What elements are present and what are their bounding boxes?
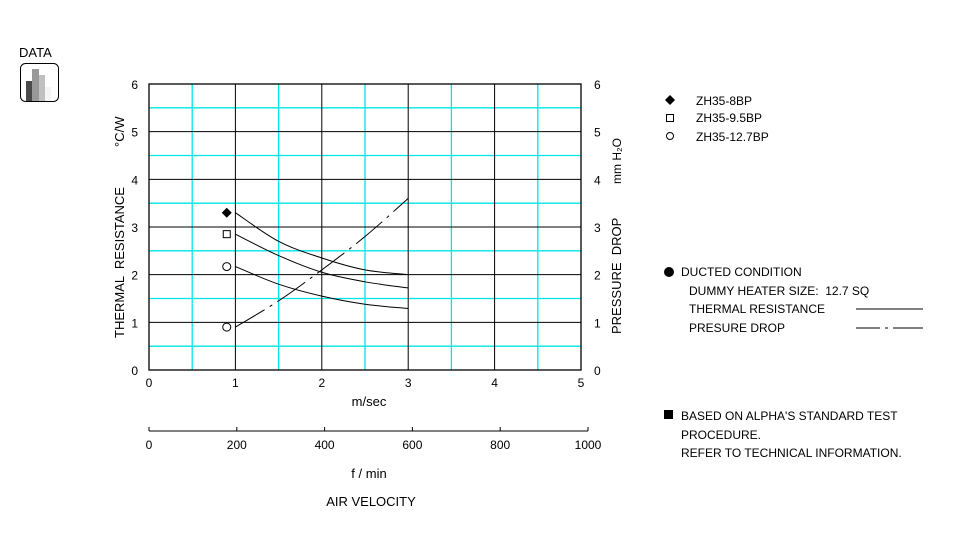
y-right-tick-label: 5 bbox=[594, 126, 601, 140]
x-tick-label: 2 bbox=[318, 376, 325, 390]
legend-label: ZH35-12.7BP bbox=[696, 130, 769, 144]
x-label: m/sec bbox=[352, 394, 387, 409]
series-line bbox=[235, 198, 409, 328]
note-based1: BASED ON ALPHA'S STANDARD TEST bbox=[681, 409, 898, 423]
legend-marker-square bbox=[666, 114, 674, 122]
y-left-tick-label: 5 bbox=[131, 126, 138, 140]
series-line bbox=[235, 233, 409, 289]
note-thermal: THERMAL RESISTANCE bbox=[689, 302, 825, 316]
y-right-unit: mm H₂O bbox=[610, 138, 624, 184]
y-left-label: THERMAL RESISTANCE bbox=[112, 187, 127, 338]
x2-tick-label: 600 bbox=[402, 438, 422, 452]
y-left-tick-label: 2 bbox=[131, 269, 138, 283]
x2-tick-label: 0 bbox=[146, 438, 153, 452]
x-tick-label: 4 bbox=[491, 376, 498, 390]
y-left-tick-label: 6 bbox=[131, 78, 138, 92]
y-left-unit: °C/W bbox=[112, 116, 127, 147]
legend-label: ZH35-9.5BP bbox=[696, 111, 762, 125]
data-marker-circle bbox=[222, 262, 232, 272]
note-ducted: DUCTED CONDITION bbox=[681, 265, 802, 279]
x2-tick-label: 400 bbox=[315, 438, 335, 452]
series-line bbox=[235, 266, 409, 310]
plot-frame bbox=[148, 83, 582, 371]
y-right-tick-label: 4 bbox=[594, 173, 601, 187]
x-tick-label: 5 bbox=[578, 376, 585, 390]
x-tick-label: 0 bbox=[146, 376, 153, 390]
data-label: DATA bbox=[19, 45, 52, 60]
notes: DUCTED CONDITION DUMMY HEATER SIZE: 12.7… bbox=[664, 265, 923, 460]
y-right-tick-label: 2 bbox=[594, 269, 601, 283]
note-pressure: PRESURE DROP bbox=[689, 321, 785, 335]
y-right-tick-label: 0 bbox=[594, 364, 601, 378]
y-right-label: PRESSURE DROP bbox=[609, 218, 624, 334]
legend-marker-diamond bbox=[665, 95, 675, 105]
y-right-tick-label: 6 bbox=[594, 78, 601, 92]
y-right-tick-label: 3 bbox=[594, 221, 601, 235]
x-tick-label: 1 bbox=[232, 376, 239, 390]
note-based3: REFER TO TECHNICAL INFORMATION. bbox=[681, 446, 902, 460]
x-title: AIR VELOCITY bbox=[326, 494, 416, 509]
note-based2: PROCEDURE. bbox=[681, 428, 761, 442]
x2-tick-label: 1000 bbox=[575, 438, 602, 452]
y-left-tick-label: 4 bbox=[131, 173, 138, 187]
x2-tick-label: 800 bbox=[490, 438, 510, 452]
y-left-tick-label: 0 bbox=[131, 364, 138, 378]
note-heater: DUMMY HEATER SIZE: 12.7 SQ bbox=[689, 284, 869, 298]
bullet-circle-icon bbox=[664, 267, 674, 277]
bar-chart-icon bbox=[20, 63, 59, 102]
data-marker-square bbox=[222, 230, 231, 239]
legend-label: ZH35-8BP bbox=[696, 94, 752, 108]
x-tick-label: 3 bbox=[405, 376, 412, 390]
x2-tick-label: 200 bbox=[227, 438, 247, 452]
series-line bbox=[235, 212, 409, 276]
data-marker-circle bbox=[222, 322, 232, 332]
y-left-tick-label: 1 bbox=[131, 316, 138, 330]
x2-label: f / min bbox=[351, 466, 386, 481]
y-right-tick-label: 1 bbox=[594, 316, 601, 330]
data-marker-diamond bbox=[221, 207, 232, 218]
legend-marker-circle bbox=[666, 132, 674, 140]
y-left-tick-label: 3 bbox=[131, 221, 138, 235]
legend: ZH35-8BP ZH35-9.5BP ZH35-12.7BP bbox=[665, 94, 769, 144]
bullet-square-icon bbox=[664, 410, 673, 419]
